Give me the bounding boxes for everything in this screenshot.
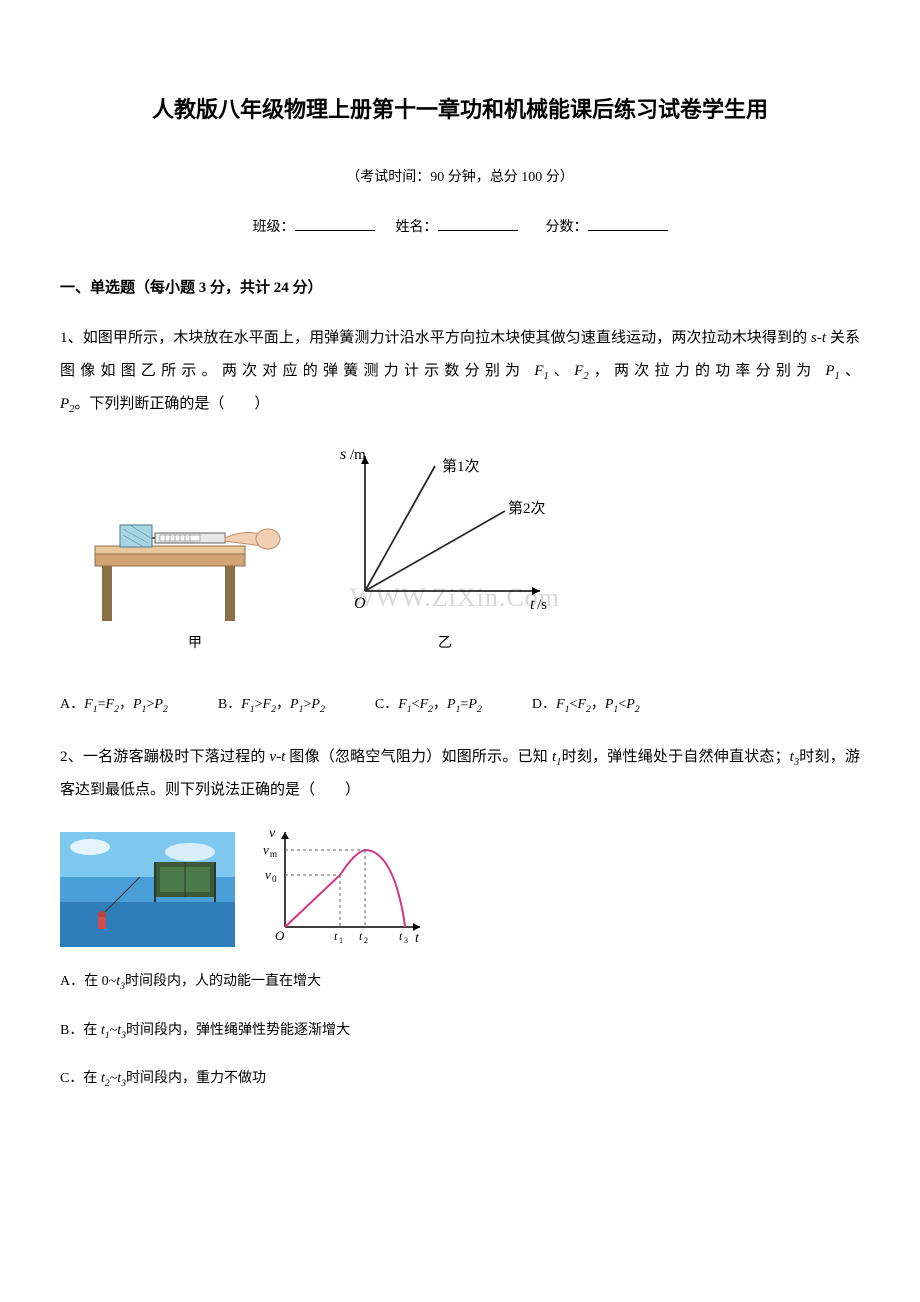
svg-text:t: t [399,929,403,943]
svg-text:t: t [359,929,363,943]
name-label: 姓名： [396,220,438,235]
q1-figures: 甲 WWW.ZiXin.Com.Cn s /m t /s O [60,441,860,660]
svg-text:v: v [263,842,269,857]
svg-text:O: O [275,928,285,943]
score-blank [588,217,668,231]
line2-label: 第2次 [508,499,546,517]
q2-figures: v vm v0 t O t1 t2 t3 [60,822,860,947]
vt-graph: v vm v0 t O t1 t2 t3 [255,822,430,947]
q1-part3: 。下列判断正确的是（ ） [74,396,269,412]
q2-part2: 时刻，弹性绳处于自然伸直状态； [561,749,789,765]
svg-text:/m: /m [350,447,366,463]
q1-p2: P [60,396,69,412]
question-1: 1、如图甲所示，木块放在水平面上，用弹簧测力计沿水平方向拉木块使其做匀速直线运动… [60,322,860,721]
q1-fig2-label: 乙 [438,629,452,660]
svg-text:m: m [270,849,277,859]
svg-text:/s: /s [537,597,547,613]
q1-part0: 如图甲所示，木块放在水平面上，用弹簧测力计沿水平方向拉木块使其做匀速直线运动，两… [83,330,811,346]
svg-text:3: 3 [404,936,408,945]
q2-part0: 一名游客蹦极时下落过程的 [83,749,270,765]
q1-fig-right: WWW.ZiXin.Com.Cn s /m t /s O 第1次 第2次 乙 [330,441,560,660]
q2-part1: 图像（忽略空气阻力）如图所示。已知 [285,749,552,765]
student-info: 班级： 姓名： 分数： [60,215,860,240]
svg-text:WWW.ZiXin.Com.Cn: WWW.ZiXin.Com.Cn [350,583,560,612]
svg-text:v: v [265,867,271,882]
q2-text: 2、一名游客蹦极时下落过程的 v-t 图像（忽略空气阻力）如图所示。已知 t1时… [60,741,860,807]
svg-text:2: 2 [364,936,368,945]
section1-header: 一、单选题（每小题 3 分，共计 24 分） [60,275,860,302]
q1-option-b: B．F1>F2，P1>P2 [218,690,325,721]
line1-label: 第1次 [442,457,480,475]
name-blank [438,217,518,231]
st-graph: WWW.ZiXin.Com.Cn s /m t /s O 第1次 第2次 [330,441,560,621]
q1-options: A．F1=F2，P1>P2 B．F1>F2，P1>P2 C．F1<F2，P1=P… [60,690,860,721]
q2-number: 2、 [60,749,83,765]
question-2: 2、一名游客蹦极时下落过程的 v-t 图像（忽略空气阻力）如图所示。已知 t1时… [60,741,860,1095]
page-title: 人教版八年级物理上册第十一章功和机械能课后练习试卷学生用 [60,90,860,130]
q1-st: s-t [811,330,826,346]
class-label: 班级： [253,220,295,235]
q1-f2: F [574,363,583,379]
q1-option-c: C．F1<F2，P1=P2 [375,690,482,721]
q2-option-b: B．在 t1~t3时间段内，弹性绳弹性势能逐渐增大 [60,1016,860,1047]
svg-text:t: t [415,931,420,946]
bungee-photo [60,832,235,947]
svg-text:0: 0 [272,874,277,884]
q1-part2: ，两次拉力的功率分别为 [589,363,826,379]
q1-option-a: A．F1=F2，P1>P2 [60,690,168,721]
svg-text:s: s [340,446,346,463]
q1-number: 1、 [60,330,83,346]
class-blank [295,217,375,231]
q1-p1sub: 1 [834,371,839,382]
exam-info: （考试时间：90 分钟，总分 100 分） [60,165,860,190]
q2-option-c: C．在 t2~t3时间段内，重力不做功 [60,1064,860,1095]
svg-text:O: O [354,595,366,612]
svg-text:1: 1 [339,936,343,945]
q1-text: 1、如图甲所示，木块放在水平面上，用弹簧测力计沿水平方向拉木块使其做匀速直线运动… [60,322,860,421]
q1-fig1-label: 甲 [188,629,202,660]
q1-f1sub: 1 [543,371,548,382]
q2-vt: v-t [270,749,286,765]
apparatus-illustration [90,491,300,621]
q1-fig-left: 甲 [90,491,300,660]
svg-text:v: v [269,826,276,841]
score-label: 分数： [546,220,588,235]
svg-text:t: t [530,596,535,613]
svg-text:t: t [334,929,338,943]
q2-option-a: A．在 0~t3时间段内，人的动能一直在增大 [60,967,860,998]
q1-option-d: D．F1<F2，P1<P2 [532,690,640,721]
